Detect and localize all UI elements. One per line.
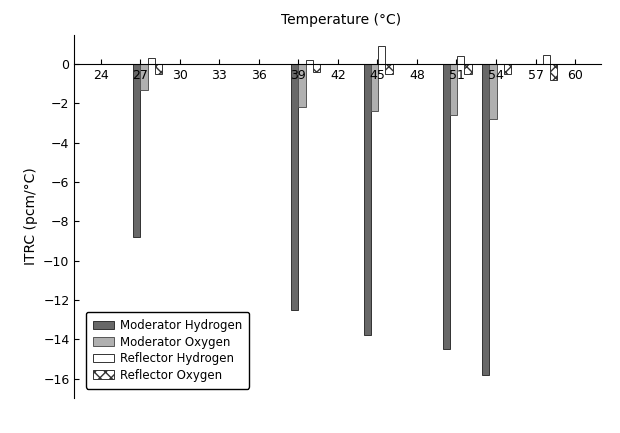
Bar: [450, 64, 457, 115]
Bar: [464, 64, 472, 74]
Bar: [313, 64, 320, 72]
Bar: [148, 58, 155, 64]
Legend: Moderator Hydrogen, Moderator Oxygen, Reflector Hydrogen, Reflector Oxygen: Moderator Hydrogen, Moderator Oxygen, Re…: [86, 312, 249, 389]
Bar: [504, 64, 511, 74]
Bar: [550, 64, 557, 80]
Bar: [386, 64, 392, 74]
Bar: [291, 64, 298, 310]
Bar: [306, 60, 313, 64]
Bar: [443, 64, 450, 349]
Bar: [298, 64, 306, 107]
Bar: [482, 64, 489, 375]
Bar: [133, 64, 140, 237]
Y-axis label: ITRC (pcm/°C): ITRC (pcm/°C): [24, 168, 38, 265]
Bar: [489, 64, 497, 119]
Bar: [378, 46, 386, 64]
Bar: [155, 64, 162, 74]
Bar: [140, 64, 148, 90]
Text: Temperature (°C): Temperature (°C): [281, 13, 401, 27]
Bar: [457, 56, 464, 64]
Bar: [543, 55, 550, 64]
Bar: [371, 64, 378, 111]
Bar: [364, 64, 371, 336]
